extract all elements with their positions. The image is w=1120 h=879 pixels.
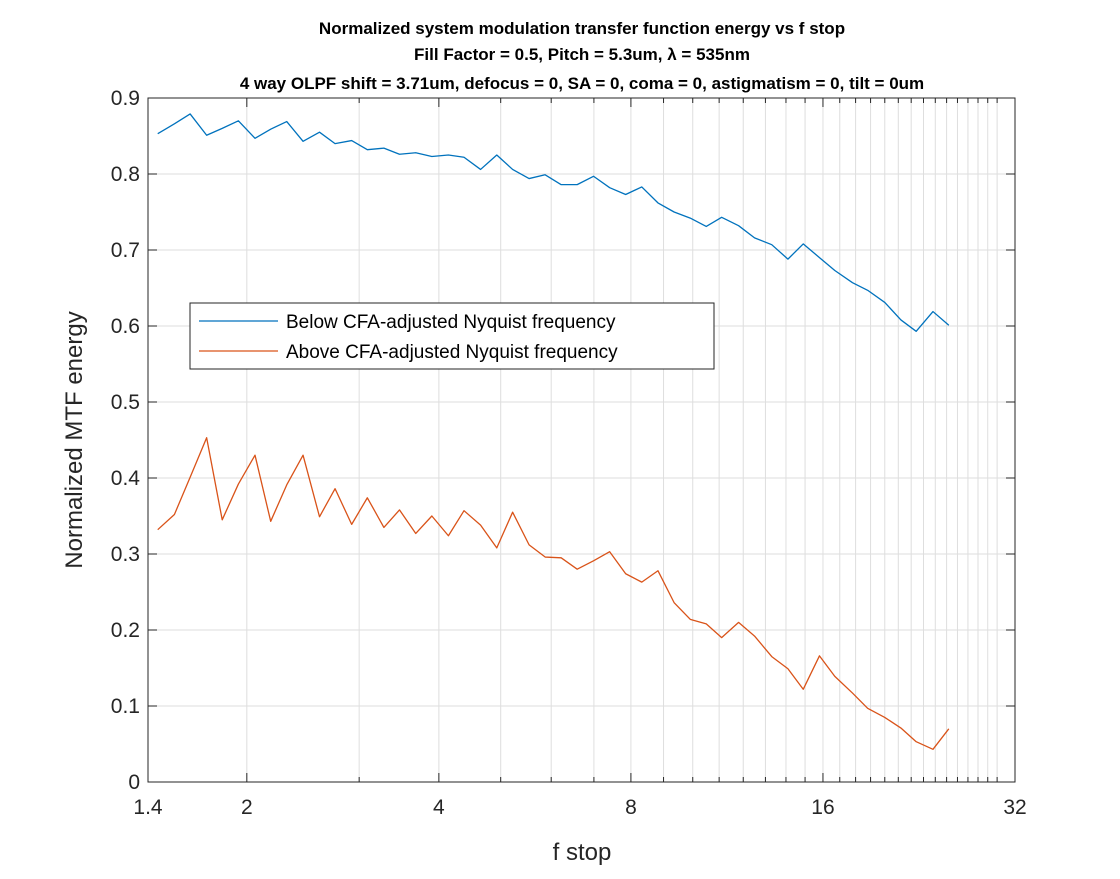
tick-layer: 0 0.1 0.2 0.3 0.4 0.5 0.6 0.7 0.8 0.9 1.4 2 4 8 16 32 <box>111 87 1027 819</box>
y-tick-label: 0.6 <box>111 315 140 338</box>
chart-title-line-3: 4 way OLPF shift = 3.71um, defocus = 0, … <box>240 74 924 93</box>
series-line-below-nyquist <box>157 113 950 332</box>
y-tick-label: 0 <box>128 771 140 794</box>
x-tick-label: 32 <box>1003 796 1026 819</box>
legend-label-below-nyquist: Below CFA-adjusted Nyquist frequency <box>286 312 616 333</box>
y-tick-label: 0.3 <box>111 543 140 566</box>
legend: Below CFA-adjusted Nyquist frequency Abo… <box>189 302 715 370</box>
series-line-above-nyquist <box>157 437 950 750</box>
y-tick-label: 0.7 <box>111 239 140 262</box>
series-layer <box>157 113 950 750</box>
x-tick-label: 4 <box>433 796 445 819</box>
legend-label-above-nyquist: Above CFA-adjusted Nyquist frequency <box>286 342 618 363</box>
x-tick-label: 2 <box>241 796 253 819</box>
y-tick-label: 0.5 <box>111 391 140 414</box>
y-tick-label: 0.9 <box>111 87 140 110</box>
chart-title-line-2: Fill Factor = 0.5, Pitch = 5.3um, λ = 53… <box>414 45 750 64</box>
x-axis-label: f stop <box>553 839 612 866</box>
legend-box <box>189 302 715 370</box>
grid-layer <box>148 98 1015 782</box>
chart-title-line-1: Normalized system modulation transfer fu… <box>319 19 845 38</box>
x-tick-label: 16 <box>811 796 834 819</box>
y-tick-label: 0.1 <box>111 695 140 718</box>
y-tick-label: 0.4 <box>111 467 141 490</box>
x-tick-label: 1.4 <box>133 796 163 819</box>
axes-box <box>147 97 1016 783</box>
y-tick-label: 0.2 <box>111 619 140 642</box>
y-axis-label: Normalized MTF energy <box>61 311 88 568</box>
x-tick-label: 8 <box>625 796 637 819</box>
y-tick-label: 0.8 <box>111 163 140 186</box>
